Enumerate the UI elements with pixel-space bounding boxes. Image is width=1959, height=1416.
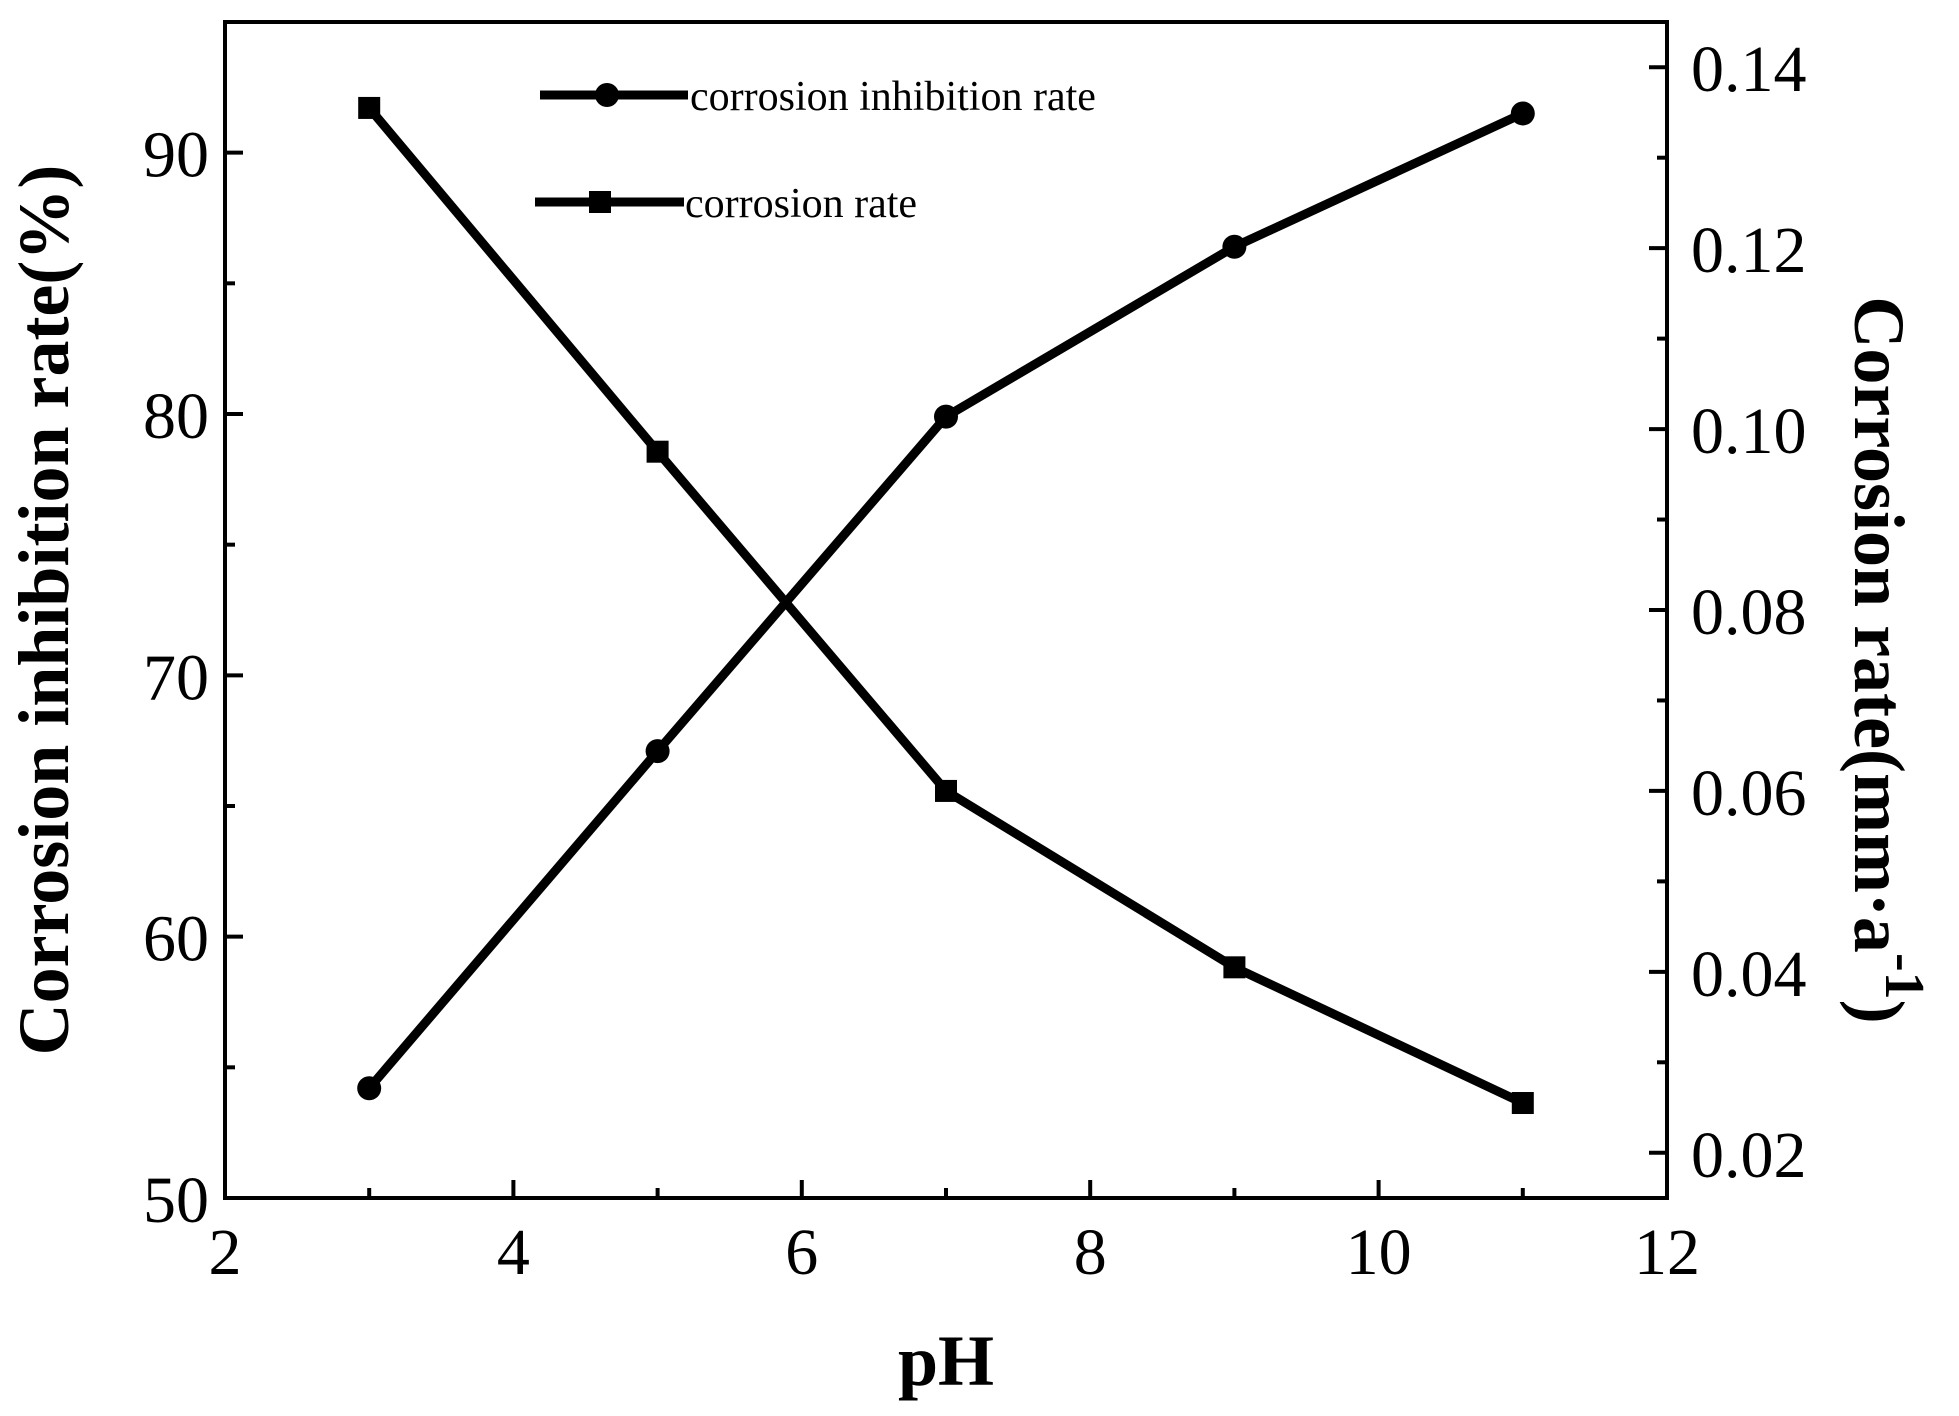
data-point-square	[358, 96, 381, 119]
x-tick-label: 4	[497, 1216, 530, 1289]
y-right-axis-title-close: )	[1839, 1000, 1919, 1024]
ticks: 2 4 6 8 10 12 50 60 70 80 90 0.02 0.04 0.06 0.08 0.10 0.…	[143, 20, 1807, 1289]
y-right-tick-label: 0.04	[1691, 938, 1807, 1011]
y-right-tick-label: 0.02	[1691, 1119, 1807, 1192]
legend-label-inhibition: corrosion inhibition rate	[690, 74, 1096, 120]
legend-marker-square	[589, 191, 611, 213]
y-right-tick-label: 0.08	[1691, 576, 1807, 649]
x-axis-title: pH	[898, 1321, 994, 1401]
data-point-circle	[357, 1076, 382, 1101]
y-right-tick-label: 0.12	[1691, 214, 1807, 287]
y-left-tick-label: 80	[143, 380, 209, 453]
y-left-axis-title: Corrosion inhibition rate(%)	[4, 165, 84, 1056]
series-line-corrosion-rate	[365, 105, 1525, 1108]
data-point-circle	[1510, 101, 1535, 126]
data-point-square	[1223, 956, 1246, 979]
y-right-axis-title: Corrosion rate(mm·a-1)	[1839, 296, 1935, 1023]
series-line-corrosion-inhibition-rate	[365, 109, 1525, 1092]
y-right-tick-label: 0.14	[1691, 33, 1807, 106]
y-left-tick-label: 50	[143, 1164, 209, 1237]
x-tick-label: 12	[1634, 1216, 1700, 1289]
data-point-circle	[1222, 234, 1247, 259]
x-tick-label: 6	[785, 1216, 818, 1289]
y-left-tick-label: 90	[143, 119, 209, 192]
legend: corrosion inhibition rate corrosion rate	[535, 74, 1096, 227]
y-left-tick-label: 60	[143, 903, 209, 976]
y-right-tick-label: 0.10	[1691, 395, 1807, 468]
legend-label-corrosion: corrosion rate	[685, 181, 917, 227]
data-point-square	[935, 779, 957, 802]
data-point-circle	[934, 404, 958, 429]
y-left-tick-label: 70	[143, 641, 209, 714]
y-right-axis-title-main: Corrosion rate(mm·a	[1839, 296, 1919, 953]
x-tick-label: 8	[1074, 1216, 1107, 1289]
x-tick-label: 2	[209, 1216, 242, 1289]
legend-marker-circle	[595, 83, 619, 107]
data-point-square	[646, 440, 669, 463]
series	[357, 96, 1535, 1115]
y-right-tick-label: 0.06	[1691, 757, 1807, 830]
data-point-circle	[645, 739, 670, 764]
y-right-axis-title-superscript: -1	[1873, 953, 1935, 1000]
data-point-square	[1511, 1092, 1534, 1115]
x-tick-label: 10	[1346, 1216, 1412, 1289]
